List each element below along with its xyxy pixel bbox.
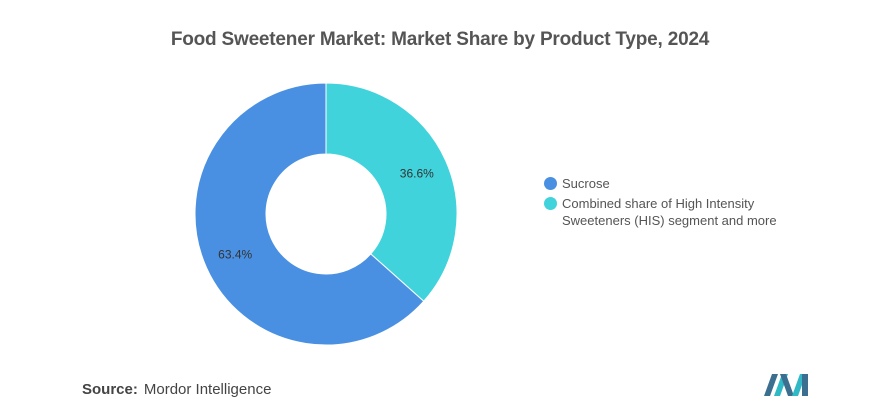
data-label-his: 36.6% bbox=[400, 166, 434, 180]
chart-legend: Sucrose Combined share of High Intensity… bbox=[544, 175, 804, 232]
source-label: Source: bbox=[82, 381, 138, 398]
source-note: Source: Mordor Intelligence bbox=[82, 381, 271, 398]
chart-title: Food Sweetener Market: Market Share by P… bbox=[170, 29, 710, 50]
legend-swatch-his bbox=[544, 197, 557, 210]
data-label-sucrose: 63.4% bbox=[218, 248, 252, 262]
slice-sucrose bbox=[194, 82, 425, 346]
mordor-intelligence-logo-icon bbox=[764, 374, 808, 396]
legend-label-his: Combined share of High Intensity Sweeten… bbox=[562, 196, 777, 228]
legend-item-sucrose: Sucrose bbox=[544, 175, 804, 192]
source-text: Mordor Intelligence bbox=[143, 381, 272, 398]
legend-label-sucrose: Sucrose bbox=[562, 176, 610, 191]
slice-his bbox=[325, 82, 458, 302]
legend-item-his: Combined share of High Intensity Sweeten… bbox=[544, 195, 804, 229]
legend-swatch-sucrose bbox=[544, 177, 557, 190]
